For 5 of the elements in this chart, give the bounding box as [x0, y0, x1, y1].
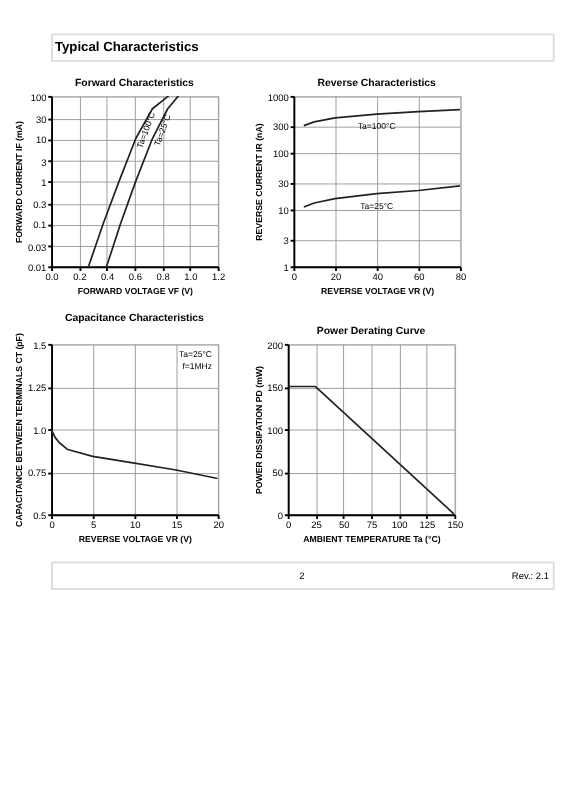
line-series [302, 185, 460, 208]
line-series [87, 95, 170, 267]
line-series [302, 108, 460, 127]
line-series [51, 428, 218, 480]
line-series [105, 95, 180, 267]
